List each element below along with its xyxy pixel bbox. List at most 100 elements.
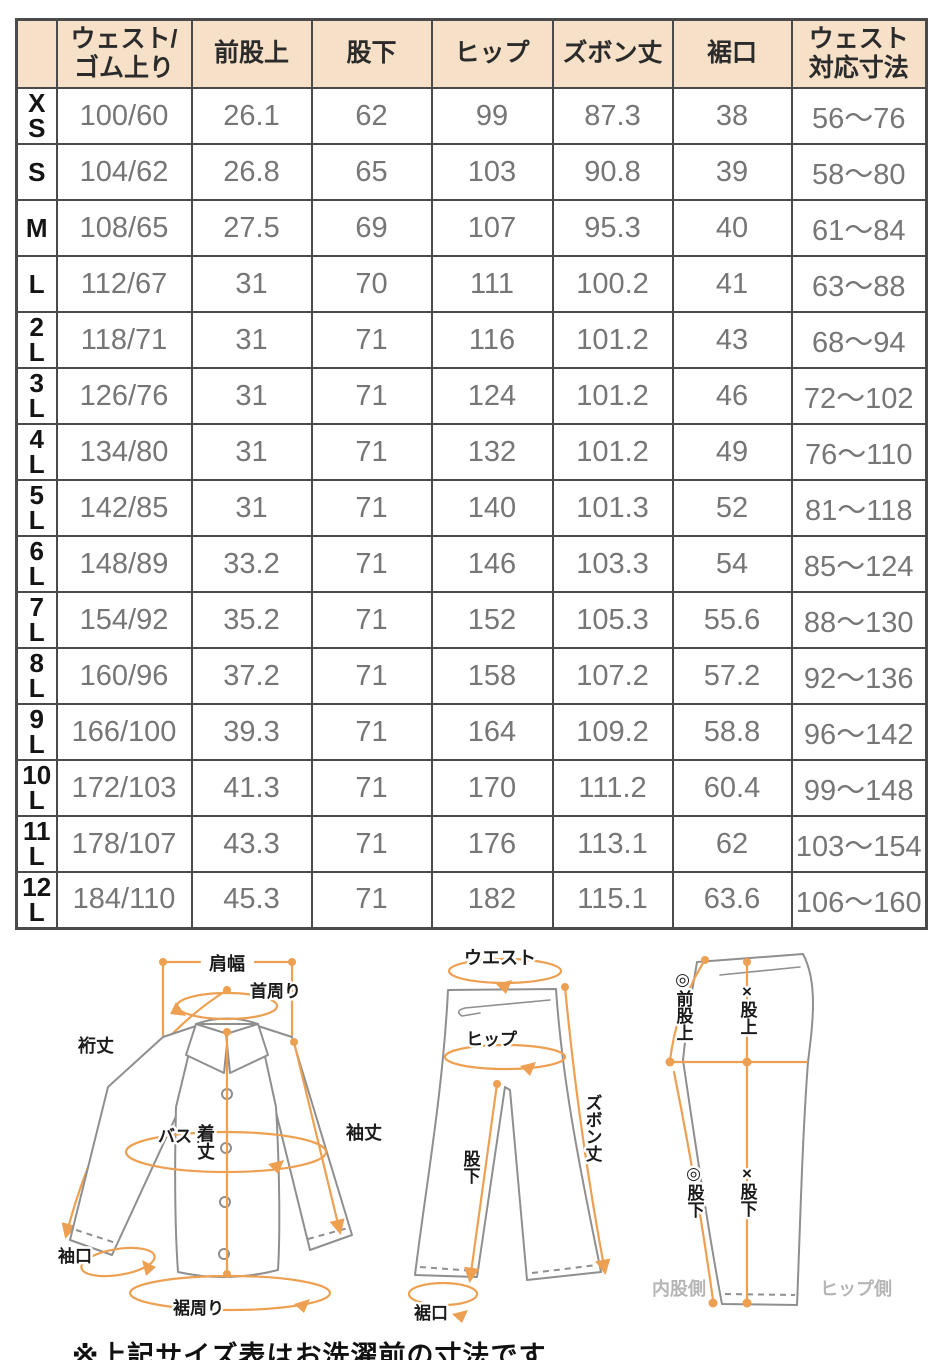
cell-pants-length: 111.2	[551, 759, 674, 817]
cell-pants-length: 101.2	[551, 367, 674, 425]
cell-waist-gom: 104/62	[55, 143, 193, 201]
cell-inseam: 71	[310, 367, 433, 425]
cell-front-rise: 31	[190, 479, 313, 537]
cell-waist-range: 76〜110	[790, 423, 928, 481]
header-hem: 裾口	[671, 18, 793, 89]
cell-waist-gom: 142/85	[55, 479, 193, 537]
cell-inseam: 71	[310, 647, 433, 705]
table-row: 5 L 142/85 31 71 140 101.3 52 81〜118	[15, 479, 928, 537]
cell-inseam: 71	[310, 535, 433, 593]
cell-hem: 46	[671, 367, 793, 425]
cell-pants-length: 113.1	[551, 815, 674, 873]
hem-around-label: 裾周り	[173, 1298, 224, 1318]
size-label: 11 L	[15, 815, 58, 873]
cell-inseam: 71	[310, 591, 433, 649]
cell-front-rise: 31	[190, 255, 313, 313]
inseam-label: 股下	[461, 1149, 481, 1184]
cell-inseam: 71	[310, 871, 433, 929]
cell-hem: 49	[671, 423, 793, 481]
inseam-b-label: ×股下	[738, 1164, 758, 1218]
table-header-row: ウェスト/ ゴム上り 前股上 股下 ヒップ ズボン丈 裾口 ウェスト 対応寸法	[15, 18, 928, 89]
shirt-measure-diagram: 肩幅 首周り 裄丈 バスト 袖丈 着丈 袖口 裾周り	[56, 950, 385, 1320]
shoulder-width-label: 肩幅	[209, 953, 245, 974]
cell-pants-length: 100.2	[551, 255, 674, 313]
sleeve-length-label: 袖丈	[346, 1122, 382, 1143]
header-front-rise: 前股上	[190, 18, 313, 89]
size-label: X S	[15, 87, 58, 145]
cell-front-rise: 31	[190, 423, 313, 481]
table-row: 3 L 126/76 31 71 124 101.2 46 72〜102	[15, 367, 928, 425]
cell-waist-gom: 184/110	[55, 871, 193, 929]
cell-hip: 99	[430, 87, 554, 145]
cell-inseam: 71	[310, 311, 433, 369]
cell-waist-gom: 134/80	[55, 423, 193, 481]
header-waist-gom: ウェスト/ ゴム上り	[55, 18, 193, 89]
cell-hem: 63.6	[671, 871, 793, 929]
header-size	[15, 18, 58, 89]
header-inseam: 股下	[310, 18, 433, 89]
cell-front-rise: 31	[190, 311, 313, 369]
cell-front-rise: 45.3	[190, 871, 313, 929]
table-row: 4 L 134/80 31 71 132 101.2 49 76〜110	[15, 423, 928, 481]
cell-pants-length: 103.3	[551, 535, 674, 593]
size-table: ウェスト/ ゴム上り 前股上 股下 ヒップ ズボン丈 裾口 ウェスト 対応寸法 …	[15, 18, 928, 930]
cell-hip: 170	[430, 759, 554, 817]
header-waist-range: ウェスト 対応寸法	[790, 18, 928, 89]
cell-waist-range: 68〜94	[790, 311, 928, 369]
cell-inseam: 71	[310, 759, 433, 817]
cell-waist-range: 56〜76	[790, 87, 928, 145]
pre-wash-note: ※上記サイズ表はお洗濯前の寸法です	[72, 1340, 547, 1360]
cell-pants-length: 109.2	[551, 703, 674, 761]
size-label: M	[15, 199, 58, 257]
inseam-a-label: ◎股下	[685, 1164, 705, 1219]
cell-inseam: 71	[310, 815, 433, 873]
rise-label: ×股上	[738, 982, 758, 1035]
size-label: 7 L	[15, 591, 58, 649]
cell-pants-length: 115.1	[551, 871, 674, 929]
table-row: M 108/65 27.5 69 107 95.3 40 61〜84	[15, 199, 928, 257]
cell-hip: 124	[430, 367, 554, 425]
cell-front-rise: 37.2	[190, 647, 313, 705]
cell-hem: 41	[671, 255, 793, 313]
cell-hip: 182	[430, 871, 554, 929]
cell-waist-range: 92〜136	[790, 647, 928, 705]
cell-waist-range: 58〜80	[790, 143, 928, 201]
cell-waist-gom: 172/103	[55, 759, 193, 817]
cell-inseam: 70	[310, 255, 433, 313]
size-label: S	[15, 143, 58, 201]
cell-pants-length: 95.3	[551, 199, 674, 257]
cell-front-rise: 33.2	[190, 535, 313, 593]
cell-hip: 164	[430, 703, 554, 761]
size-label: 9 L	[15, 703, 58, 761]
cell-waist-range: 72〜102	[790, 367, 928, 425]
cell-pants-length: 101.3	[551, 479, 674, 537]
cell-inseam: 71	[310, 703, 433, 761]
waist-label: ウエスト	[464, 948, 536, 968]
cell-pants-length: 101.2	[551, 423, 674, 481]
cell-hem: 38	[671, 87, 793, 145]
size-label: 5 L	[15, 479, 58, 537]
cell-waist-range: 81〜118	[790, 479, 928, 537]
cell-pants-length: 105.3	[551, 591, 674, 649]
table-row: 11 L 178/107 43.3 71 176 113.1 62 103〜15…	[15, 815, 928, 873]
front-rise-label: ◎前股上	[674, 970, 694, 1041]
pants-side-measure-diagram: ◎前股上 ×股上 ◎股下 ×股下 内股側 ヒップ側	[652, 952, 892, 1307]
cell-waist-range: 61〜84	[790, 199, 928, 257]
hem-label: 裾口	[414, 1303, 448, 1323]
cell-hem: 52	[671, 479, 793, 537]
table-row: 8 L 160/96 37.2 71 158 107.2 57.2 92〜136	[15, 647, 928, 705]
cell-waist-range: 99〜148	[790, 759, 928, 817]
cell-waist-range: 88〜130	[790, 591, 928, 649]
cell-front-rise: 43.3	[190, 815, 313, 873]
pants-outline	[414, 987, 602, 1281]
cell-hip: 158	[430, 647, 554, 705]
cell-front-rise: 27.5	[190, 199, 313, 257]
table-row: S 104/62 26.8 65 103 90.8 39 58〜80	[15, 143, 928, 201]
cell-inseam: 65	[310, 143, 433, 201]
table-row: X S 100/60 26.1 62 99 87.3 38 56〜76	[15, 87, 928, 145]
cell-waist-gom: 148/89	[55, 535, 193, 593]
cell-waist-gom: 126/76	[55, 367, 193, 425]
cell-pants-length: 107.2	[551, 647, 674, 705]
cell-inseam: 62	[310, 87, 433, 145]
table-row: L 112/67 31 70 111 100.2 41 63〜88	[15, 255, 928, 313]
